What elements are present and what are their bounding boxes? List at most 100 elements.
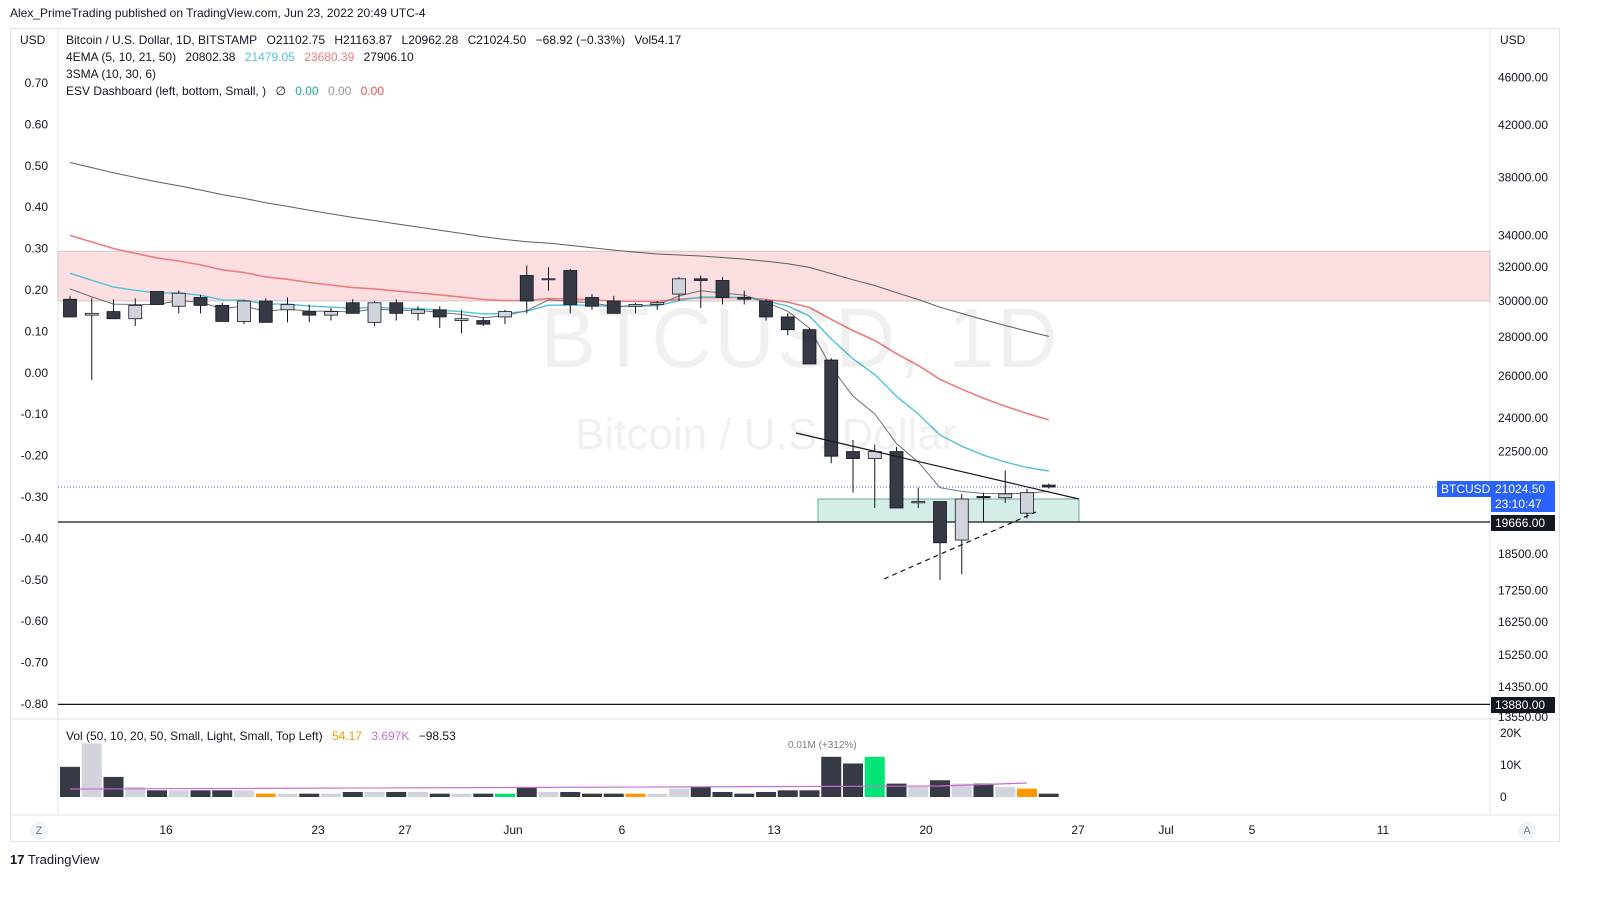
- chart-frame: [10, 28, 1560, 842]
- volume-bar: [125, 786, 146, 797]
- support-price-badge: 19666.00: [1491, 515, 1555, 531]
- right-axis-tick: 22500.00: [1498, 445, 1548, 459]
- volume-bar: [886, 783, 907, 797]
- legend-high: H21163.87: [334, 33, 393, 47]
- right-axis-tick: 34000.00: [1498, 228, 1548, 242]
- candle-body: [215, 304, 230, 322]
- legend-sma: 3SMA (10, 30, 6): [66, 67, 162, 81]
- last-price-badge: 21024.50: [1491, 481, 1555, 497]
- candle-body: [715, 280, 730, 298]
- candle-body: [693, 278, 708, 281]
- left-axis-tick: 0.60: [25, 117, 49, 131]
- candle-body: [824, 359, 839, 457]
- volume-bar: [168, 790, 189, 797]
- descending-trendline: [795, 432, 1080, 500]
- time-axis-tick: Jul: [1158, 823, 1173, 837]
- legend-vol-v3: −98.53: [418, 729, 456, 743]
- candle-body: [411, 309, 425, 314]
- volume-bar: [473, 793, 494, 797]
- legend-esv-v3: 0.00: [360, 84, 384, 98]
- ema-10-line: [69, 272, 1049, 472]
- left-axis-tick: -0.80: [21, 697, 49, 711]
- volume-bar: [408, 791, 428, 797]
- right-axis-tick: 24000.00: [1498, 411, 1548, 425]
- legend-low: L20962.28: [401, 33, 459, 47]
- volume-bar: [603, 793, 624, 797]
- volume-ma-line: [69, 782, 1028, 790]
- candle-body: [389, 302, 404, 314]
- legend-ema-v2: 21479.05: [244, 50, 295, 64]
- volume-bar: [625, 793, 646, 797]
- legend-sma-name[interactable]: 3SMA (10, 30, 6): [66, 67, 157, 81]
- legend-esv-v1: 0.00: [295, 84, 319, 98]
- right-axis-unit: USD: [1500, 33, 1526, 47]
- volume-bar: [582, 793, 602, 797]
- time-axis-tick: 16: [159, 823, 173, 837]
- candle-body: [911, 501, 926, 504]
- candle-body: [780, 316, 795, 331]
- volume-bar: [299, 793, 320, 797]
- volume-bar: [669, 788, 689, 797]
- candle-body: [324, 311, 338, 316]
- legend-volume: Vol54.17: [634, 33, 682, 47]
- volume-bar: [212, 790, 233, 797]
- volume-bar: [234, 790, 254, 797]
- left-axis-unit: USD: [20, 33, 46, 47]
- bottom-price-badge: 13880.00: [1491, 697, 1555, 713]
- right-axis-tick: 28000.00: [1498, 330, 1548, 344]
- legend-esv-name[interactable]: ESV Dashboard (left, bottom, Small, ): [66, 84, 267, 98]
- left-axis-tick: 0.20: [25, 283, 49, 297]
- legend-vol-v2: 3.697K: [371, 729, 410, 743]
- candle-body: [498, 311, 512, 318]
- candle-body: [998, 493, 1013, 499]
- volume-bar: [647, 793, 668, 797]
- right-axis-tick: 32000.00: [1498, 260, 1548, 274]
- legend-vol-name[interactable]: Vol (50, 10, 20, 50, Small, Light, Small…: [66, 729, 323, 743]
- right-axis-tick: 17250.00: [1498, 584, 1548, 598]
- legend-symbol[interactable]: Bitcoin / U.S. Dollar, 1D, BITSTAMP: [66, 33, 258, 47]
- legend-esv-v2: 0.00: [327, 84, 352, 98]
- candle-body: [367, 302, 382, 323]
- volume-bar: [560, 791, 581, 797]
- published-header: Alex_PrimeTrading published on TradingVi…: [10, 6, 426, 20]
- watermark-name: Bitcoin / U.S. Dollar: [575, 410, 957, 459]
- left-axis-tick: -0.60: [21, 614, 49, 628]
- candle-body: [759, 300, 773, 318]
- legend-ema-v1: 20802.38: [185, 50, 236, 64]
- left-axis-tick: 0.40: [25, 200, 49, 214]
- candle-body: [171, 292, 186, 307]
- ema-21-line: [69, 234, 1050, 421]
- right-axis-tick: 30000.00: [1498, 294, 1548, 308]
- candle-body: [106, 311, 121, 320]
- volume-annotation: 0.01M (+312%): [788, 740, 857, 751]
- time-axis-tick: 13: [767, 823, 781, 837]
- right-axis-tick: 18500.00: [1498, 547, 1548, 561]
- time-axis-tick: 23: [311, 823, 325, 837]
- volume-bar: [756, 791, 776, 797]
- ema-50-line: [69, 162, 1049, 337]
- volume-bar: [864, 756, 885, 797]
- volume-bar: [81, 743, 102, 797]
- tradingview-brand[interactable]: 17 TradingView: [10, 852, 99, 867]
- left-axis-tick: 0.30: [25, 242, 49, 256]
- log-scale-button[interactable]: Z: [30, 822, 48, 840]
- candle-body: [1041, 484, 1056, 488]
- candle-body: [454, 318, 469, 321]
- auto-scale-button[interactable]: A: [1518, 822, 1536, 840]
- symbol-badge: BTCUSD: [1437, 481, 1495, 497]
- legend-vol: Vol (50, 10, 20, 50, Small, Light, Small…: [66, 729, 462, 743]
- candle-body: [432, 309, 447, 318]
- candle-body: [541, 278, 556, 281]
- candle-body: [128, 304, 143, 320]
- support-zone: [817, 498, 1080, 523]
- candle-body: [802, 329, 817, 365]
- right-axis-tick: 46000.00: [1498, 70, 1548, 84]
- left-axis-tick: -0.10: [21, 407, 49, 421]
- volume-bar: [277, 793, 298, 797]
- left-axis-tick: 0.10: [25, 324, 49, 338]
- left-axis-tick: 0.00: [25, 366, 49, 380]
- legend-ema-name[interactable]: 4EMA (5, 10, 21, 50): [66, 50, 177, 64]
- volume-bar: [321, 793, 341, 797]
- volume-bar: [516, 786, 537, 797]
